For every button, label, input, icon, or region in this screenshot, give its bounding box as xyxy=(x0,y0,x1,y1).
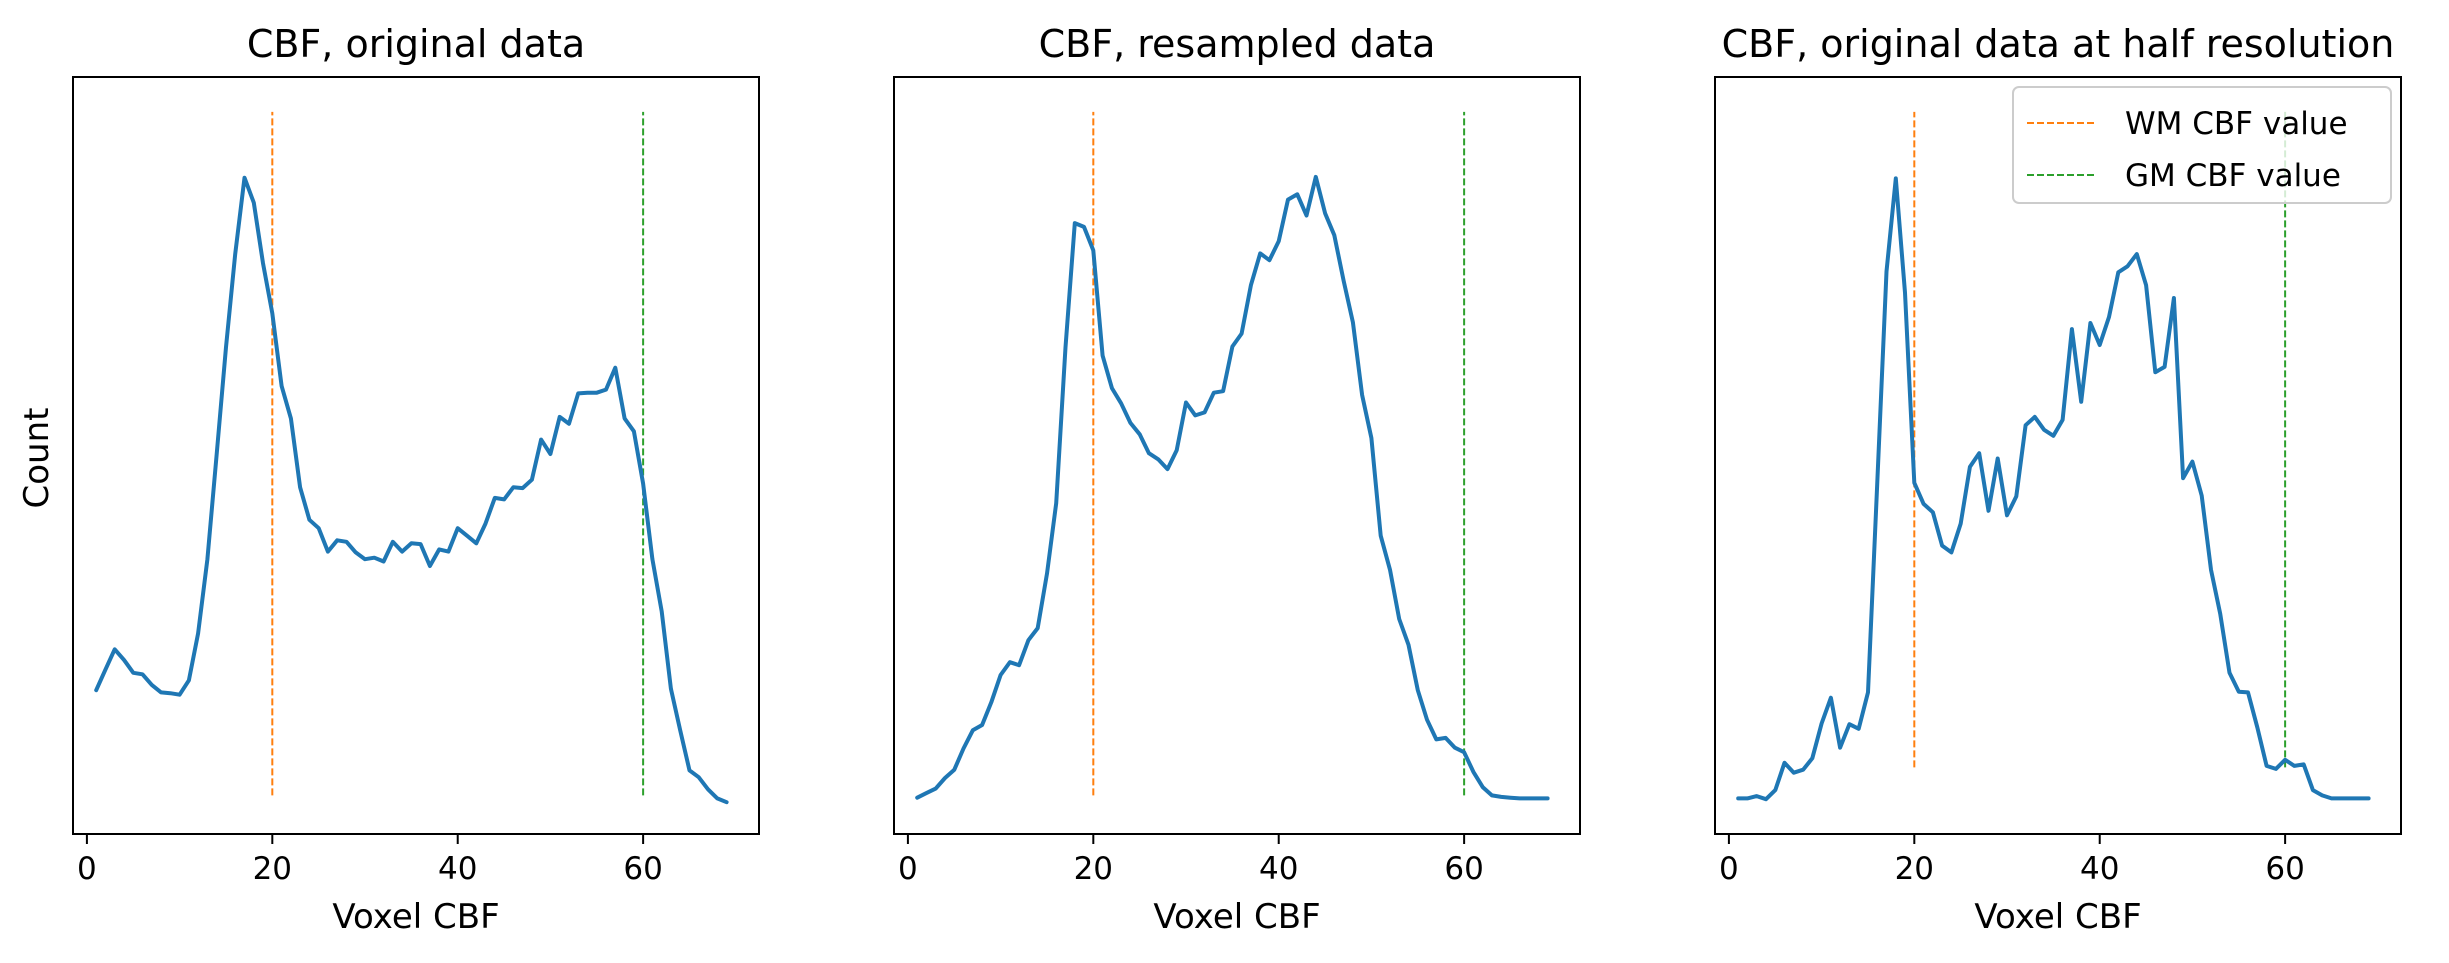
chart-title: CBF, original data xyxy=(247,22,585,66)
cbf-histogram-line-half-resolution xyxy=(1736,176,2371,802)
legend-entry: WM CBF value xyxy=(2125,106,2348,142)
x-tick-label: 60 xyxy=(623,851,662,887)
x-tick-label: 0 xyxy=(1719,851,1739,887)
x-axis-label: Voxel CBF xyxy=(1153,897,1320,937)
x-tick-label: 40 xyxy=(2080,851,2119,887)
chart-title: CBF, original data at half resolution xyxy=(1722,22,2395,66)
cbf-histogram-line-resampled xyxy=(915,174,1550,801)
x-tick-label: 0 xyxy=(898,851,918,887)
x-tick-label: 20 xyxy=(253,851,292,887)
x-tick-label: 40 xyxy=(438,851,477,887)
x-axis-label: Voxel CBF xyxy=(332,897,499,937)
x-axis-label: Voxel CBF xyxy=(1974,897,2141,937)
x-tick-label: 20 xyxy=(1074,851,1113,887)
legend-entry: GM CBF value xyxy=(2125,158,2341,194)
chart-panel-resampled: CBF, resampled data Voxel CBF 0 20 40 60 xyxy=(893,22,1581,937)
cbf-histogram-line-original xyxy=(94,175,729,805)
x-tick-label: 40 xyxy=(1259,851,1298,887)
legend-box xyxy=(2012,86,2392,204)
x-tick-label: 0 xyxy=(77,851,97,887)
plot-frame xyxy=(1714,76,2402,835)
legend: WM CBF value GM CBF value xyxy=(2012,86,2392,204)
chart-panel-half-resolution: CBF, original data at half resolution Vox… xyxy=(1714,22,2402,937)
x-tick-label: 60 xyxy=(1444,851,1483,887)
x-tick-label: 60 xyxy=(2265,851,2304,887)
chart-panel-original: CBF, original data Voxel CBF 0 20 40 60 xyxy=(72,22,760,937)
chart-title: CBF, resampled data xyxy=(1039,22,1436,66)
y-axis-label: Count xyxy=(17,408,57,509)
x-tick-label: 20 xyxy=(1895,851,1934,887)
plot-frame xyxy=(893,76,1581,835)
plot-frame xyxy=(72,76,760,835)
